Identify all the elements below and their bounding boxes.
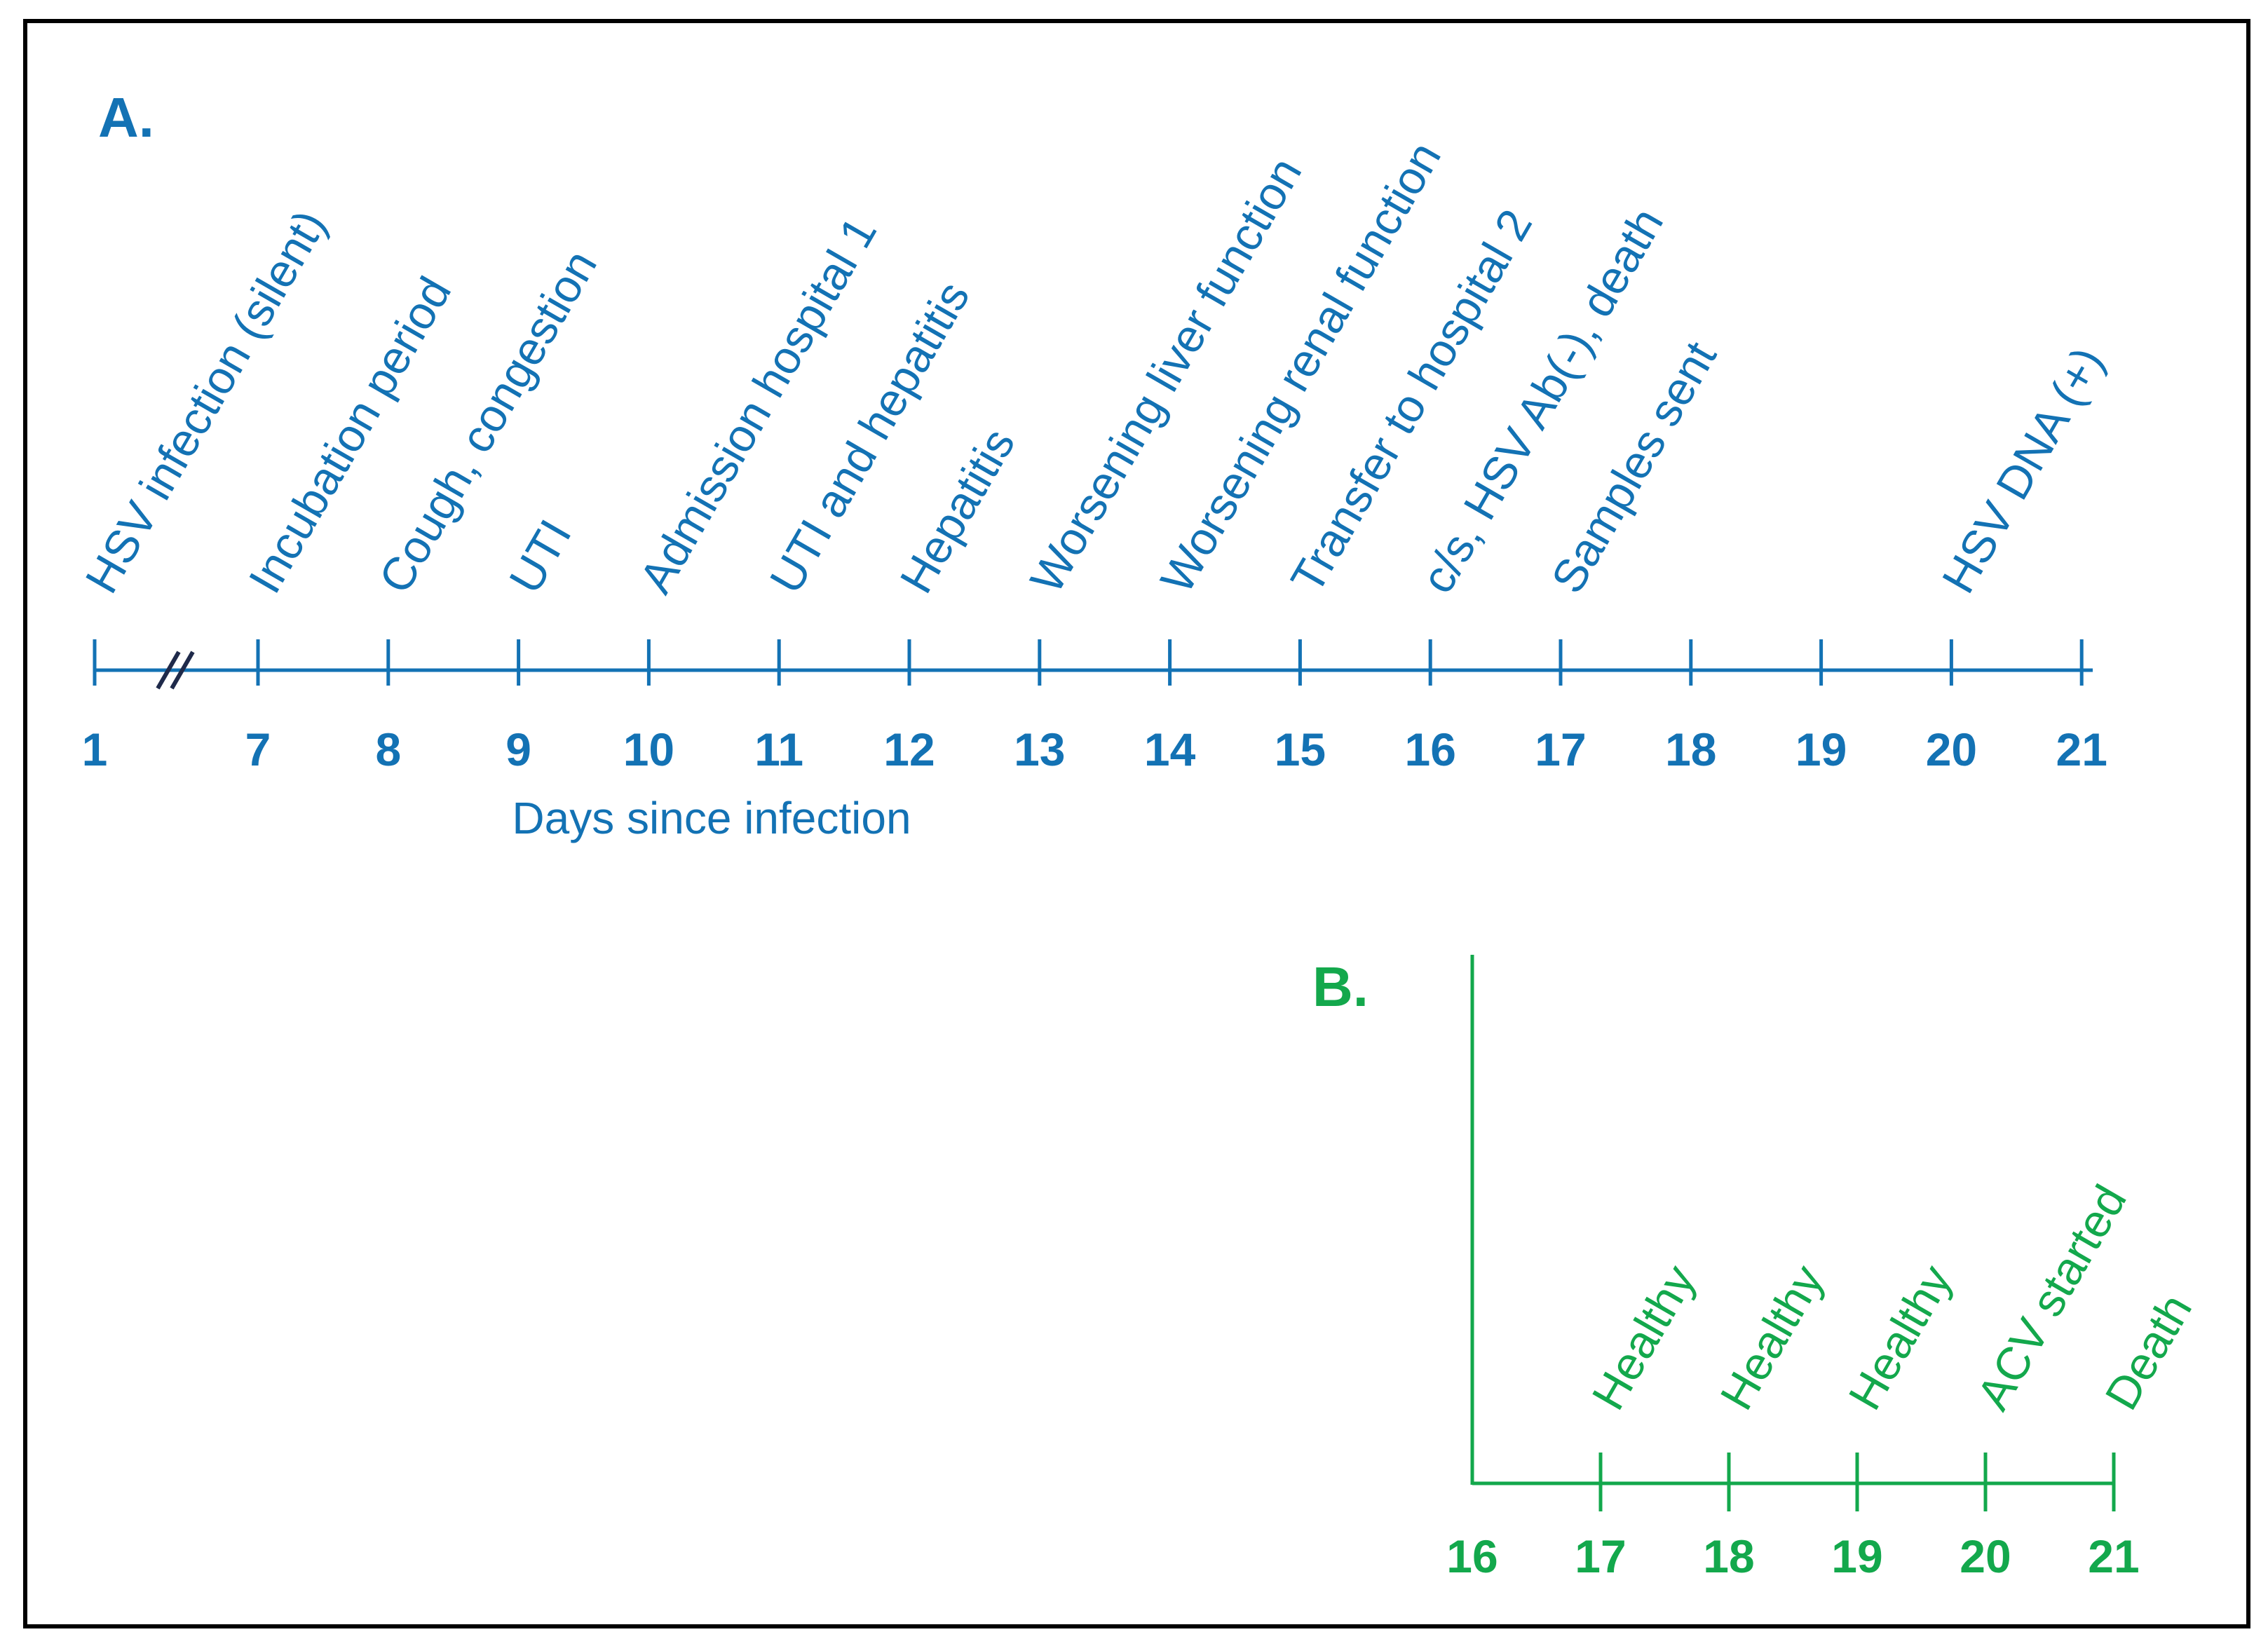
panel-a-tick-label: 8: [375, 723, 401, 775]
panel-a-tick-label: 12: [883, 723, 935, 775]
panel-b-tick-label: 16: [1446, 1530, 1498, 1582]
panel-a-tick-label: 21: [2056, 723, 2107, 775]
panel-b-tick-label: 21: [2088, 1530, 2139, 1582]
panel-a-tick-label: 11: [754, 723, 803, 775]
panel-b-label: B.: [1312, 955, 1369, 1018]
panel-a-tick-label: 1: [82, 723, 108, 775]
panel-b-tick-label: 17: [1575, 1530, 1626, 1582]
panel-a-tick-label: 19: [1795, 723, 1847, 775]
panel-a-tick-label: 7: [245, 723, 271, 775]
panel-a-axis-title: Days since infection: [512, 793, 911, 843]
panel-b-tick-label: 18: [1703, 1530, 1754, 1582]
panel-a-tick-label: 13: [1014, 723, 1065, 775]
panel-a-tick-label: 14: [1144, 723, 1196, 775]
panel-b-tick-label: 20: [1960, 1530, 2011, 1582]
axis-break-mark: [156, 651, 195, 690]
panel-a-tick-label: 16: [1404, 723, 1455, 775]
panel-a-tick-label: 10: [623, 723, 674, 775]
panel-a-tick-label: 17: [1535, 723, 1586, 775]
panel-a-tick-label: 18: [1665, 723, 1716, 775]
figure-frame: [23, 19, 2250, 1628]
panel-a-label: A.: [98, 86, 154, 149]
panel-a-tick-label: 15: [1275, 723, 1326, 775]
panel-a-tick-label: 20: [1926, 723, 1977, 775]
panel-b-tick-label: 19: [1831, 1530, 1882, 1582]
panel-a-tick-label: 9: [505, 723, 531, 775]
